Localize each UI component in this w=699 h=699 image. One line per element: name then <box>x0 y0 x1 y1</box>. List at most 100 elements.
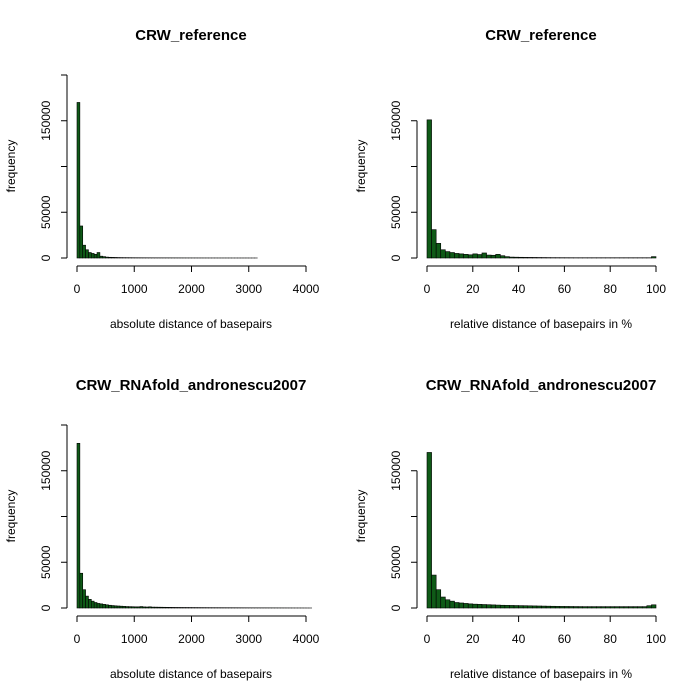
histogram-bar <box>458 253 464 259</box>
histogram-bar <box>148 606 152 609</box>
histogram-bar <box>536 605 542 609</box>
histogram-bar <box>122 606 126 609</box>
y-tick-label: 50000 <box>389 195 403 229</box>
chart-title: CRW_RNAfold_andronescu2007 <box>426 377 657 394</box>
x-axis-label: absolute distance of basepairs <box>110 667 272 681</box>
histogram-bar <box>527 605 533 609</box>
x-tick-label: 4000 <box>293 632 320 646</box>
x-tick-label: 3000 <box>235 632 262 646</box>
histogram-bar <box>509 256 515 259</box>
histogram-bar <box>472 603 478 609</box>
histogram-bar <box>499 255 506 259</box>
histogram-bar <box>467 254 474 259</box>
y-axis-label: frequency <box>4 490 18 543</box>
histogram-bar <box>449 252 455 259</box>
histogram-bar <box>573 606 579 609</box>
histogram-bar <box>162 606 167 609</box>
y-tick-label: 50000 <box>39 195 53 229</box>
histogram-bar <box>445 599 451 609</box>
histogram-bar <box>426 452 432 609</box>
histogram-bar <box>142 606 146 609</box>
histogram-bar <box>628 606 634 609</box>
panel-bottom-right: CRW_RNAfold_andronescu2007 relative dist… <box>354 377 666 681</box>
y-tick-label: 50000 <box>39 545 53 579</box>
x-tick-label: 40 <box>512 282 526 296</box>
histogram-bar <box>522 605 529 609</box>
histogram-bar <box>499 604 506 609</box>
histogram-bar <box>426 119 432 259</box>
histogram-bar <box>568 606 574 609</box>
y-tick-label: 0 <box>39 254 53 261</box>
histogram-bar <box>536 257 542 259</box>
histogram-bar <box>445 251 451 259</box>
histogram-bar <box>108 604 112 609</box>
histogram-bar <box>637 606 643 609</box>
histogram-bar <box>582 606 588 609</box>
x-axis-label: relative distance of basepairs in % <box>450 317 632 331</box>
histogram-bar <box>641 606 648 609</box>
histogram-bar <box>554 606 561 609</box>
histogram-bar <box>509 605 515 609</box>
y-tick-label: 50000 <box>389 545 403 579</box>
histogram-bar <box>93 602 98 609</box>
histogram-bar <box>477 604 483 609</box>
x-axis: 0 20 40 60 80 100 <box>424 615 666 646</box>
histogram-bar <box>96 603 101 609</box>
x-tick-label: 3000 <box>235 282 262 296</box>
histogram-bar <box>105 256 109 259</box>
y-tick-label: 0 <box>389 254 403 261</box>
x-tick-label: 20 <box>466 632 480 646</box>
histogram-bar <box>591 606 597 609</box>
histogram-bar <box>513 605 519 609</box>
bar-series <box>76 442 313 609</box>
histogram-bar <box>111 605 115 609</box>
y-axis: 0 50000 150000 <box>389 100 418 261</box>
histogram-bar <box>93 254 98 259</box>
histogram-bar <box>108 256 112 259</box>
y-tick-label: 150000 <box>39 450 53 490</box>
bar-series <box>426 119 657 259</box>
x-tick-label: 40 <box>512 632 526 646</box>
y-tick-label: 0 <box>39 604 53 611</box>
y-tick-label: 150000 <box>389 100 403 140</box>
histogram-bar <box>619 606 625 609</box>
histogram-bar <box>532 605 538 609</box>
x-tick-label: 100 <box>646 282 666 296</box>
histogram-bar <box>79 225 84 259</box>
histogram-bar <box>550 605 556 609</box>
x-tick-label: 80 <box>604 632 618 646</box>
histogram-bar <box>605 606 611 609</box>
y-tick-label: 0 <box>389 604 403 611</box>
x-tick-label: 1000 <box>121 282 148 296</box>
histogram-bar <box>145 606 149 609</box>
histogram-bar <box>131 606 135 609</box>
bar-series <box>426 452 657 609</box>
histogram-bar <box>156 606 161 609</box>
histogram-bar <box>454 253 460 259</box>
histogram-bar <box>532 257 538 259</box>
y-axis: 0 50000 150000 <box>389 450 418 611</box>
histogram-bar <box>522 257 529 259</box>
histogram-bar <box>490 254 496 259</box>
histogram-bar <box>102 256 106 259</box>
histogram-bar <box>504 605 510 609</box>
histogram-bar <box>609 606 616 609</box>
y-axis-label: frequency <box>354 140 368 193</box>
chart-title: CRW_reference <box>485 27 596 44</box>
histogram-bar <box>481 604 487 609</box>
histogram-bar <box>596 606 602 609</box>
x-tick-label: 2000 <box>178 282 205 296</box>
histogram-bar <box>513 256 519 259</box>
histogram-bar <box>449 600 455 609</box>
histogram-bar <box>151 606 155 609</box>
histogram-bar <box>486 254 492 259</box>
histogram-bar <box>467 603 474 609</box>
histogram-bar <box>165 607 169 609</box>
histogram-bar <box>614 606 620 609</box>
histogram-bar <box>133 606 138 609</box>
histogram-bar <box>431 229 437 259</box>
histogram-bar <box>490 604 496 609</box>
y-tick-label: 150000 <box>389 450 403 490</box>
histogram-bar <box>632 606 638 609</box>
histogram-bar <box>586 606 593 609</box>
